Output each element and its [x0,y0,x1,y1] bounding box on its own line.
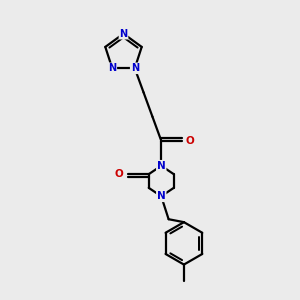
Text: N: N [131,63,139,73]
Text: N: N [157,191,166,201]
Text: N: N [119,29,128,39]
Text: O: O [115,169,124,179]
Text: O: O [185,136,194,146]
Text: N: N [157,161,166,171]
Text: N: N [108,63,116,73]
